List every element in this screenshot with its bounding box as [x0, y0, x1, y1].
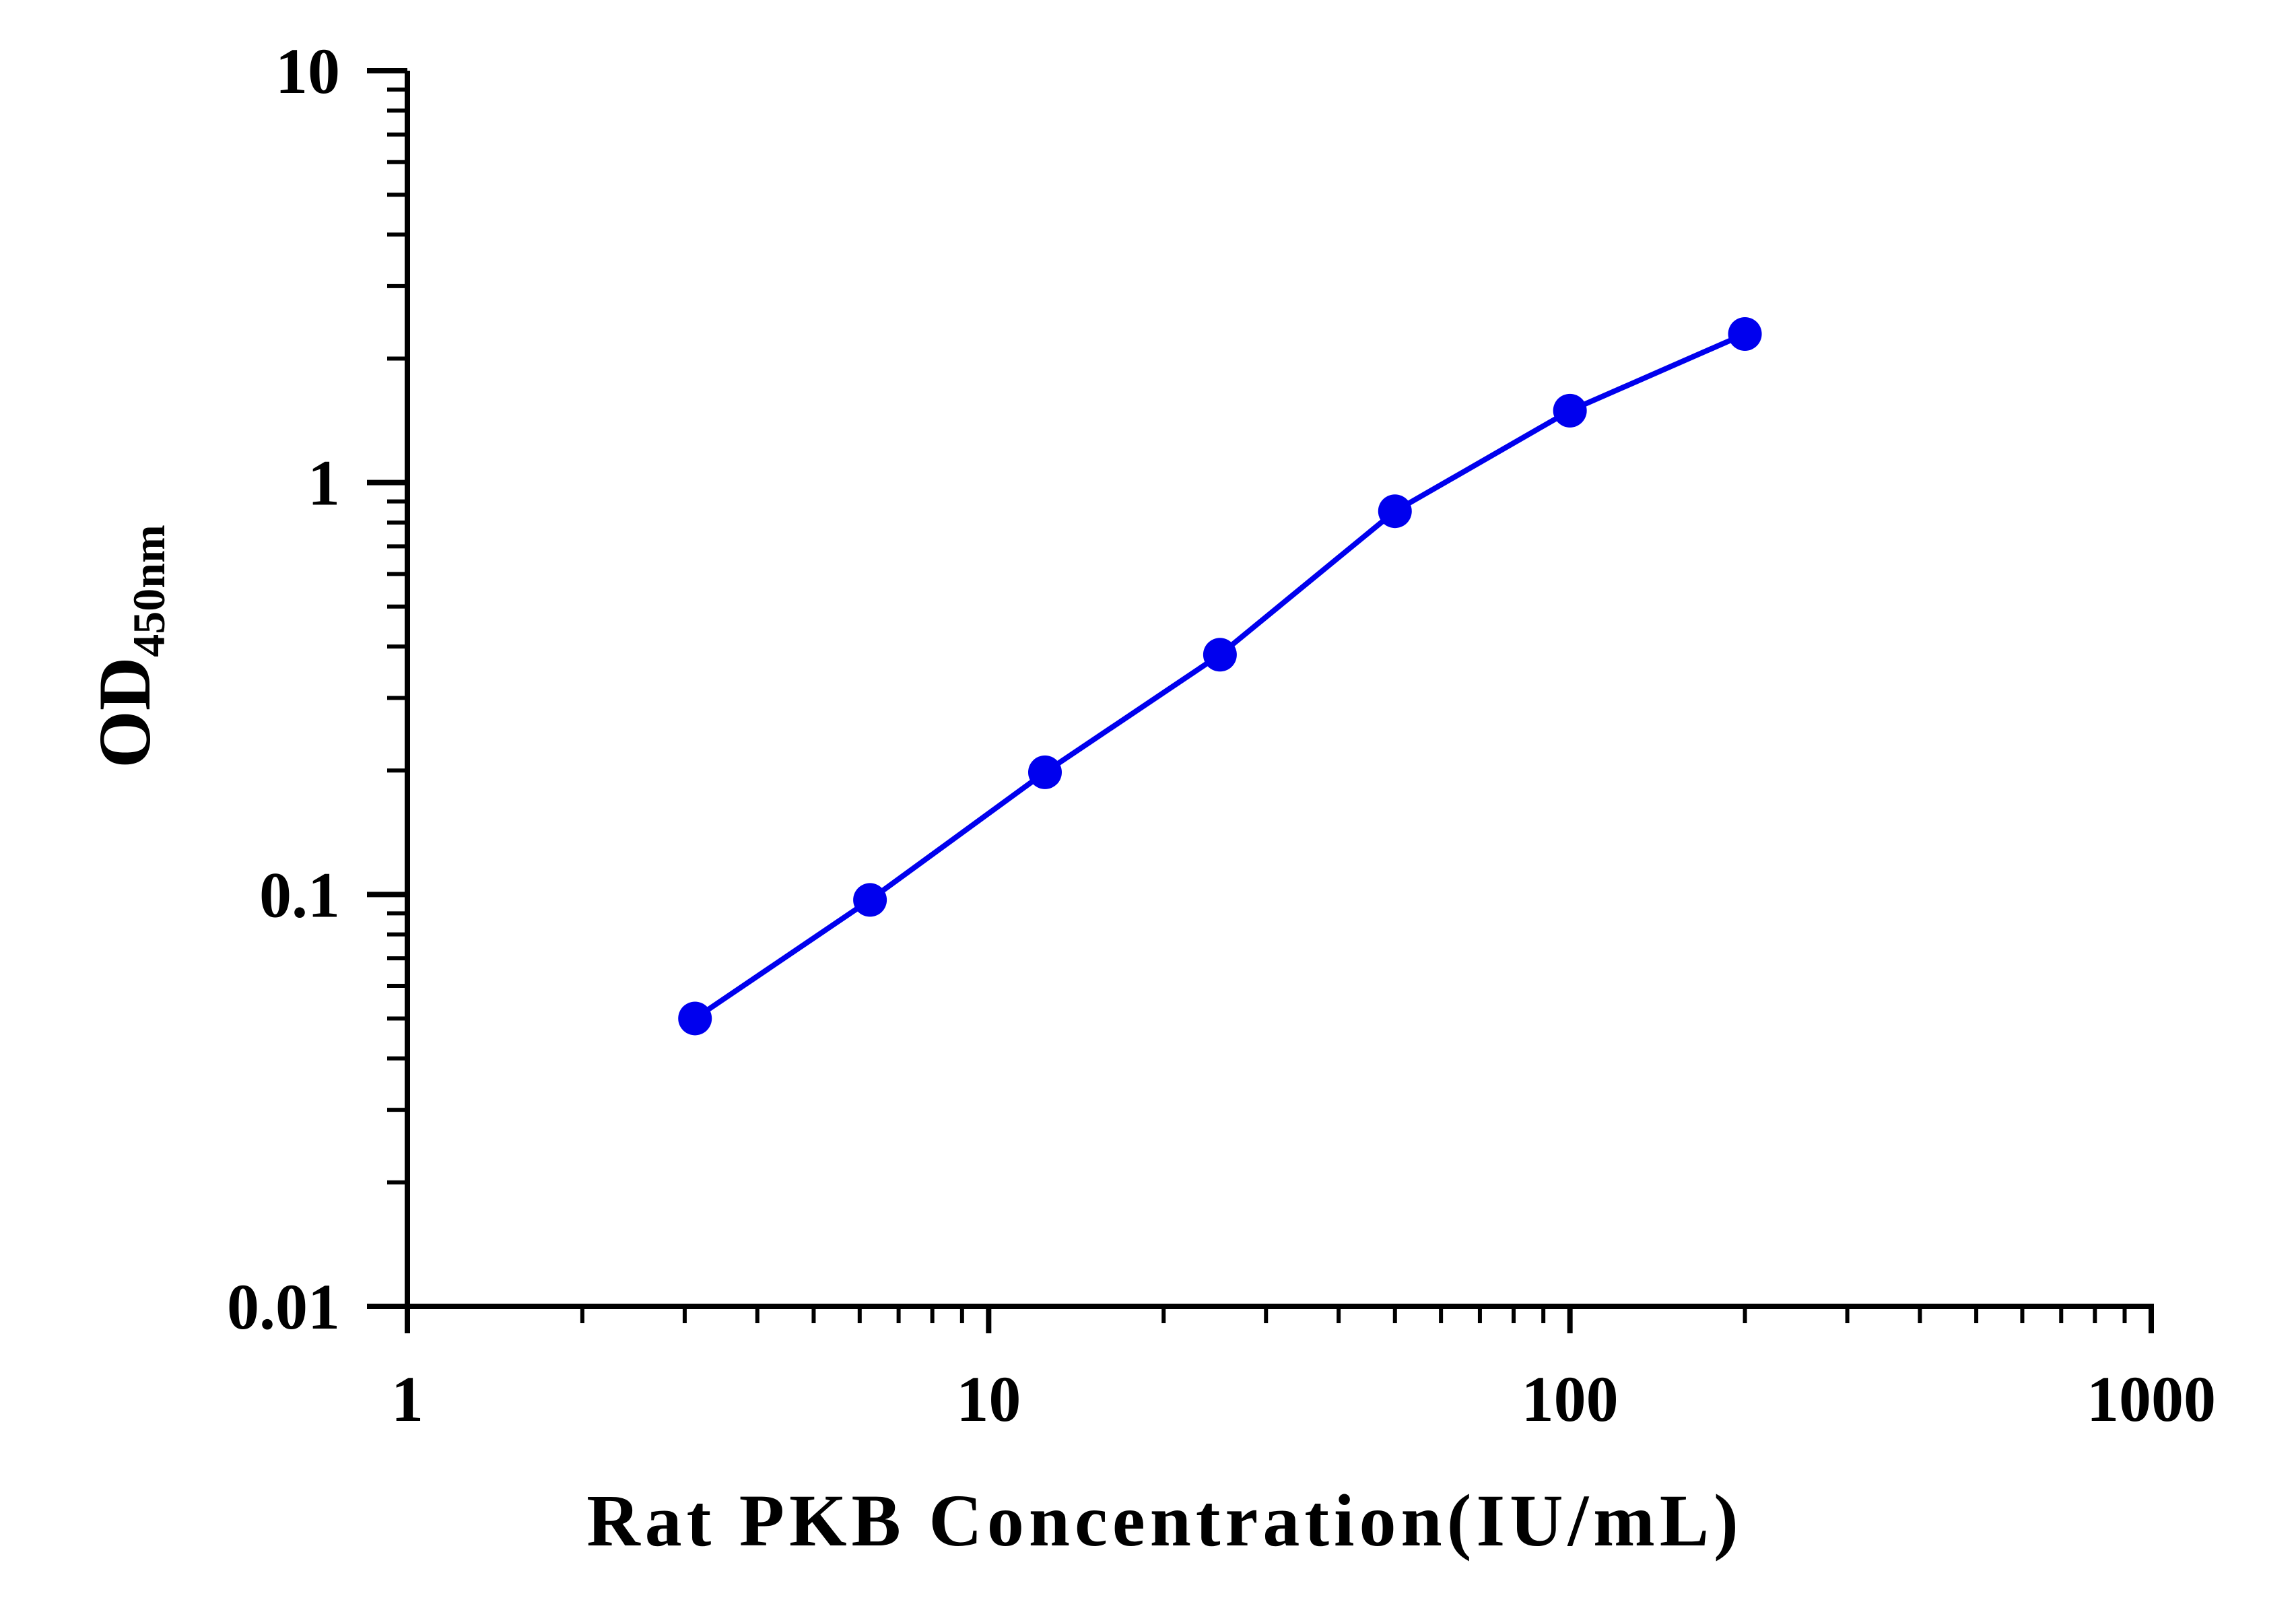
- data-point: [1203, 638, 1237, 672]
- data-point: [1027, 755, 1062, 789]
- y-axis-title-subscript: 450nm: [123, 525, 174, 657]
- x-tick-label: 1000: [2087, 1363, 2216, 1435]
- data-point: [853, 883, 887, 917]
- x-axis-title: Rat PKB Concentration(IU/mL): [586, 1479, 1743, 1562]
- data-point: [1553, 393, 1587, 428]
- data-point: [678, 1001, 712, 1036]
- y-tick-label: 0.01: [227, 1271, 340, 1343]
- data-point: [1378, 494, 1412, 529]
- y-tick-label: 0.1: [259, 859, 340, 931]
- x-tick-label: 1: [391, 1363, 424, 1435]
- x-tick-label: 100: [1522, 1363, 1619, 1435]
- y-axis-title: OD450nm: [83, 525, 174, 768]
- y-tick-label: 1: [308, 447, 340, 519]
- y-tick-label: 10: [275, 35, 340, 107]
- y-axis-title-main: OD: [83, 657, 166, 768]
- x-tick-label: 10: [956, 1363, 1021, 1435]
- data-point: [1728, 316, 1762, 351]
- data-series: [678, 316, 1762, 1036]
- axes: 1 10 100 1000 0.01 0.1 1 10: [227, 35, 2216, 1435]
- series-line: [693, 331, 1747, 1021]
- axis-labels: Rat PKB Concentration(IU/mL) OD450nm: [83, 525, 1743, 1562]
